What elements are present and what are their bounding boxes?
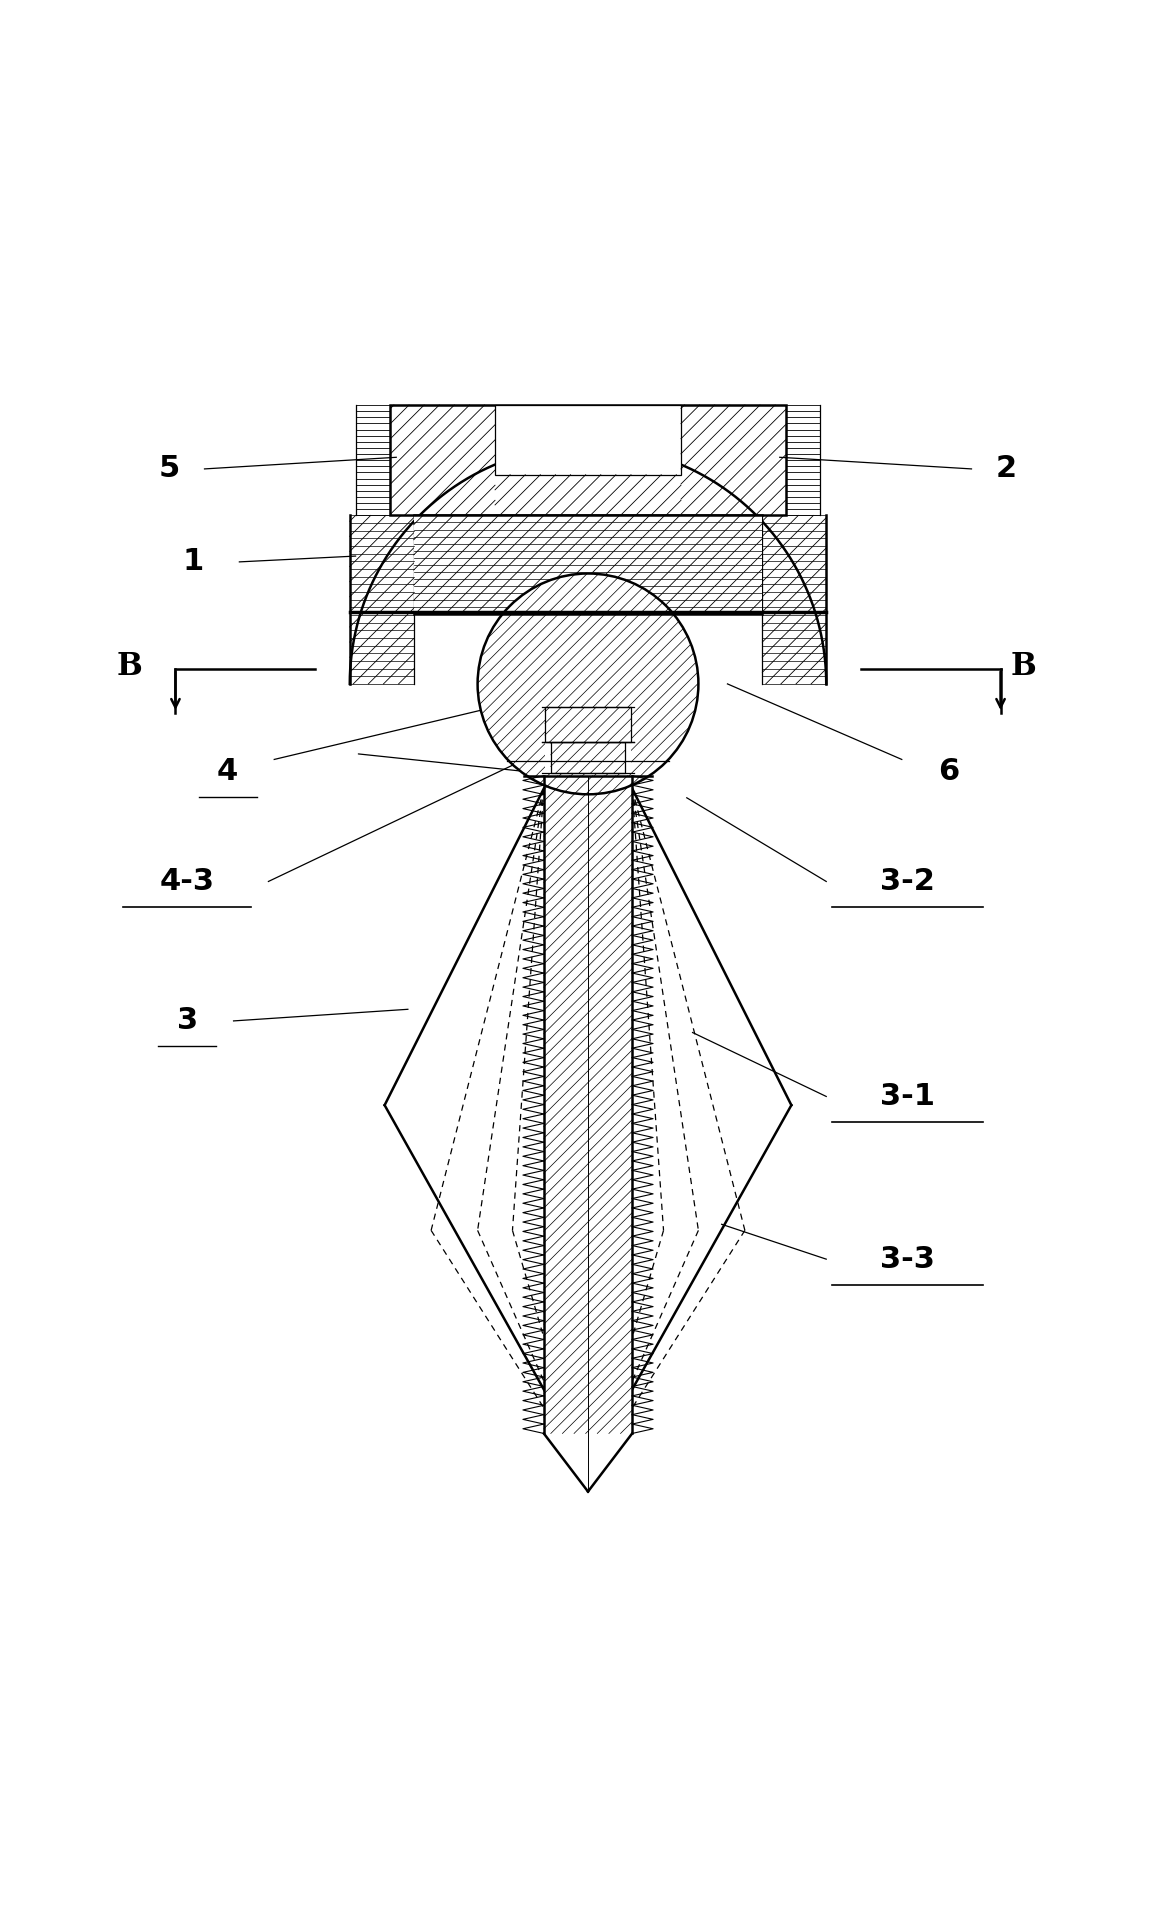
Bar bbox=[414, 515, 762, 614]
Bar bbox=[544, 706, 632, 773]
Text: 3-3: 3-3 bbox=[880, 1244, 935, 1273]
Bar bbox=[495, 406, 681, 475]
Text: 3: 3 bbox=[176, 1007, 198, 1035]
Bar bbox=[390, 406, 786, 515]
Text: 6: 6 bbox=[937, 756, 958, 785]
Text: 3-1: 3-1 bbox=[880, 1081, 935, 1110]
Circle shape bbox=[477, 574, 699, 794]
Text: 2: 2 bbox=[996, 454, 1017, 484]
Bar bbox=[544, 706, 632, 743]
Text: 1: 1 bbox=[182, 547, 203, 576]
Text: B: B bbox=[116, 651, 142, 681]
Bar bbox=[550, 743, 626, 773]
Text: 5: 5 bbox=[159, 454, 180, 484]
Text: 3-2: 3-2 bbox=[880, 867, 935, 896]
Text: B: B bbox=[1011, 651, 1037, 681]
Text: 4-3: 4-3 bbox=[160, 867, 214, 896]
Text: 4: 4 bbox=[218, 756, 239, 785]
Bar bbox=[543, 775, 633, 1491]
